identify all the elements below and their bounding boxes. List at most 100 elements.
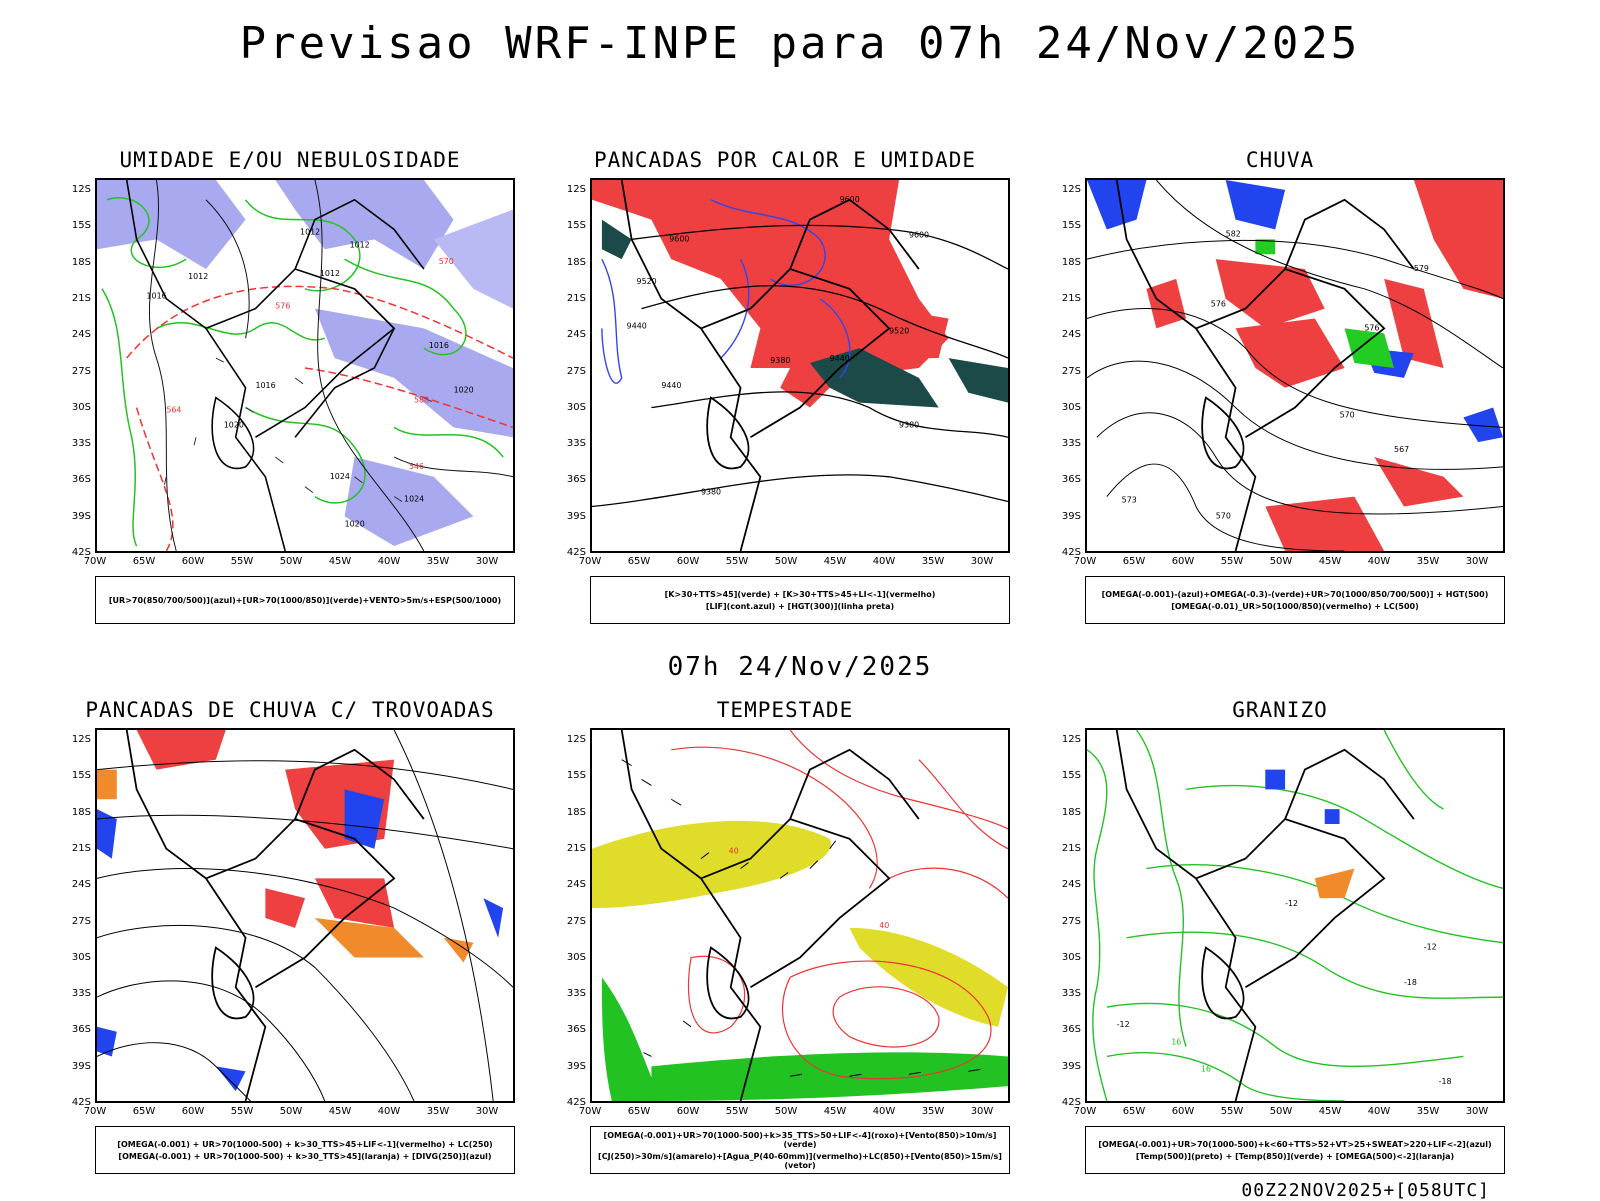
longitude-label: 55W (1220, 556, 1244, 567)
contour-label: 1016 (147, 292, 167, 301)
map-chuva[interactable]: 582 576 573 570 570 567 576 579 (1085, 178, 1505, 553)
latitude-label: 42S (566, 547, 586, 558)
longitude-label: 30W (475, 556, 499, 567)
contour-label: 9600 (840, 195, 860, 204)
map-pancadas-calor[interactable]: 9600 9600 9600 9520 9520 9440 9440 9380 … (590, 178, 1010, 553)
latitude-label: 36S (1061, 474, 1081, 486)
latitude-label: 15S (71, 770, 91, 782)
longitude-label: 50W (1269, 1106, 1293, 1117)
panel-title: UMIDADE E/OU NEBULOSIDADE (119, 148, 461, 172)
latitude-label: 39S (71, 510, 91, 522)
longitude-label: 70W (83, 1106, 107, 1117)
latitude-label: 36S (566, 1024, 586, 1036)
longitude-label: 65W (132, 556, 156, 567)
panel-tempestade: TEMPESTADE 12S 15S 18S 21S 24S 27S 30S 33S 36S 39… (550, 698, 1020, 1174)
panel-chuva: CHUVA 12S 15S 18S 21S 24S 27S 30S 33S 36S 39S 42S (1045, 148, 1515, 624)
contour-label: -18 (1439, 1077, 1452, 1086)
latitude-label: 39S (1061, 510, 1081, 522)
longitude-label: 65W (1122, 1106, 1146, 1117)
latitude-label: 12S (71, 184, 91, 195)
latitude-label: 27S (1061, 915, 1081, 927)
latitude-label: 21S (566, 842, 586, 854)
latitude-label: 24S (566, 879, 586, 891)
map-tempestade[interactable]: 40 40 (590, 728, 1010, 1103)
contour-label: 1024 (330, 472, 350, 481)
longitude-label: 45W (328, 556, 352, 567)
contour-label: 9520 (637, 277, 657, 286)
map-umidade[interactable]: 1012 1012 1012 1012 1016 1016 1016 1020 … (95, 178, 515, 553)
latitude-label: 21S (1061, 842, 1081, 854)
latitude-label: 36S (566, 474, 586, 486)
longitude-label: 70W (83, 556, 107, 567)
panel-title: GRANIZO (1232, 698, 1328, 722)
latitude-label: 21S (71, 842, 91, 854)
panel-title: PANCADAS POR CALOR E UMIDADE (593, 148, 976, 172)
contour-label: 9520 (889, 326, 909, 335)
contour-label: 570 (1216, 511, 1231, 520)
map-granizo[interactable]: -12 -12 -18 -18 16 16 -12 (1085, 728, 1505, 1103)
longitude-labels: 70W 65W 60W 55W 50W 45W 40W 35W 30W (84, 1106, 515, 1120)
latitude-label: 30S (71, 951, 91, 963)
latitude-label: 24S (71, 879, 91, 891)
contour-labels: 40 40 (729, 847, 890, 930)
contour-label: 576 (1211, 300, 1226, 309)
contour-label: 16 (1201, 1064, 1211, 1073)
longitude-label: 60W (181, 556, 205, 567)
latitude-label: 39S (566, 510, 586, 522)
panel-granizo: GRANIZO 12S 15S 18S 21S 24S 27S 30S 33S 36S 39S 42… (1045, 698, 1515, 1174)
latitude-label: 39S (566, 1060, 586, 1072)
legend-line: [OMEGA(-0.001) + UR>70(1000-500) + k>30_… (118, 1151, 492, 1161)
latitude-label: 21S (566, 292, 586, 304)
panel-title: CHUVA (1245, 148, 1315, 172)
legend-line: [OMEGA(-0.001)+UR>70(1000-500)+k>35_TTS>… (603, 1130, 997, 1149)
panel-title: PANCADAS DE CHUVA C/ TROVOADAS (85, 698, 495, 722)
contour-label: 9440 (830, 354, 850, 363)
latitude-label: 36S (71, 1024, 91, 1036)
longitude-label: 40W (1367, 556, 1391, 567)
longitude-label: 30W (1465, 556, 1489, 567)
contour-label: 570 (439, 257, 454, 266)
latitude-label: 24S (566, 329, 586, 341)
legend-line: [OMEGA(-0.001) + UR>70(1000-500) + k>30_… (117, 1139, 493, 1149)
latitude-label: 42S (1061, 1097, 1081, 1108)
forecast-time: 07h 24/Nov/2025 (667, 652, 933, 682)
map-trovoadas[interactable] (95, 728, 515, 1103)
latitude-label: 27S (1061, 365, 1081, 377)
longitude-labels: 70W 65W 60W 55W 50W 45W 40W 35W 30W (579, 556, 1010, 570)
contour-label: 9440 (661, 381, 681, 390)
contour-label: 573 (1122, 496, 1137, 505)
contour-label: 1020 (224, 420, 244, 429)
contour-label: 9380 (899, 420, 919, 429)
latitude-label: 36S (1061, 1024, 1081, 1036)
latitude-label: 27S (566, 365, 586, 377)
latitude-labels: 12S 15S 18S 21S 24S 27S 30S 33S 36S 39S 42S (550, 178, 588, 558)
longitude-label: 45W (823, 556, 847, 567)
latitude-label: 15S (566, 220, 586, 232)
longitude-label: 40W (377, 1106, 401, 1117)
panel-legend: [OMEGA(-0.001)-(azul)+OMEGA(-0.3)-(verde… (1085, 576, 1505, 624)
latitude-label: 18S (566, 256, 586, 268)
latitude-label: 24S (1061, 329, 1081, 341)
longitude-label: 70W (578, 556, 602, 567)
contour-label: 1012 (300, 227, 320, 236)
contour-labels: 9600 9600 9600 9520 9520 9440 9440 9380 … (627, 195, 929, 497)
latitude-label: 33S (1061, 988, 1081, 1000)
longitude-label: 55W (725, 1106, 749, 1117)
contour-label: 40 (729, 847, 739, 856)
latitude-label: 39S (71, 1060, 91, 1072)
panel-legend: [OMEGA(-0.001) + UR>70(1000-500) + k>30_… (95, 1126, 515, 1174)
latitude-label: 33S (1061, 438, 1081, 450)
latitude-label: 33S (71, 438, 91, 450)
longitude-label: 35W (921, 1106, 945, 1117)
contour-label: 588 (414, 396, 429, 405)
longitude-label: 65W (132, 1106, 156, 1117)
longitude-label: 35W (1416, 1106, 1440, 1117)
latitude-label: 27S (71, 365, 91, 377)
latitude-label: 18S (1061, 256, 1081, 268)
longitude-label: 60W (676, 1106, 700, 1117)
legend-line: [OMEGA(-0.001)-(azul)+OMEGA(-0.3)-(verde… (1101, 589, 1489, 599)
latitude-label: 21S (71, 292, 91, 304)
longitude-label: 35W (921, 556, 945, 567)
longitude-label: 45W (823, 1106, 847, 1117)
longitude-label: 40W (872, 1106, 896, 1117)
